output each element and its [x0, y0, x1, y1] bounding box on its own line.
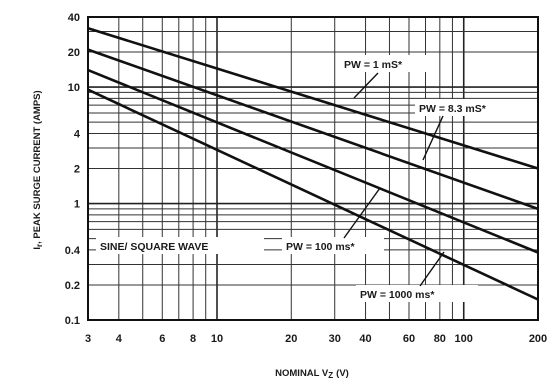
- x-tick-label: 10: [211, 333, 223, 345]
- x-tick-label: 200: [529, 333, 547, 345]
- series-label-100ms: PW = 100 ms*: [286, 241, 355, 253]
- x-axis-title-sub: Z: [328, 371, 333, 380]
- x-tick-label: 100: [455, 333, 473, 345]
- leader-1ms: [353, 72, 379, 99]
- x-axis-title: NOMINAL VZ (V): [275, 368, 349, 380]
- label-box-1000ms: [356, 285, 478, 302]
- x-tick-label: 60: [403, 333, 415, 345]
- series-label-1ms: PW = 1 mS*: [344, 59, 403, 71]
- x-axis-title-unit: (V): [336, 368, 349, 379]
- series-label-1000ms: PW = 1000 ms*: [360, 289, 435, 301]
- label-box-1ms: [340, 55, 432, 72]
- label-box-100ms: [282, 237, 384, 254]
- x-tick-label: 30: [329, 333, 341, 345]
- y-tick-label: 2: [74, 164, 80, 176]
- y-tick-label: 40: [68, 12, 80, 24]
- y-tick-label: 0.1: [65, 315, 80, 327]
- leader-1000ms: [419, 251, 445, 287]
- x-tick-label: 4: [116, 333, 123, 345]
- x-axis-title-main: NOMINAL V: [275, 368, 329, 379]
- y-axis-title-main: I: [32, 247, 43, 250]
- leader-100ms: [343, 187, 381, 239]
- y-tick-label: 10: [68, 82, 80, 94]
- y-tick-label: 20: [68, 47, 80, 59]
- series-label-8ms: PW = 8.3 mS*: [419, 103, 487, 115]
- sine-square-label: SINE/ SQUARE WAVE: [100, 241, 208, 253]
- series-line-1: [87, 48, 539, 211]
- y-tick-label: 0.4: [65, 245, 81, 257]
- label-box-8ms: [415, 99, 537, 116]
- label-box-sine: [96, 237, 264, 254]
- x-tick-label: 3: [85, 333, 91, 345]
- y-tick-label: 0.2: [65, 280, 80, 292]
- tick-labels: 3 4 6 8 10 20 30 40 60 80 100 200 0.1 0.2 0.4 1 2 4 10 20 40: [65, 12, 547, 345]
- x-tick-label: 8: [190, 333, 196, 345]
- y-axis-title-rest: , PEAK SURGE CURRENT (AMPS): [32, 90, 43, 244]
- y-axis-title: Ir, PEAK SURGE CURRENT (AMPS): [32, 90, 44, 249]
- x-tick-label: 20: [285, 333, 297, 345]
- y-axis-title-sub: r: [35, 244, 44, 247]
- curves: [87, 27, 539, 301]
- series-line-3: [87, 88, 539, 301]
- x-tick-label: 40: [359, 333, 371, 345]
- leader-8ms: [422, 115, 444, 161]
- series-line-2: [87, 68, 539, 254]
- y-tick-label: 4: [74, 128, 81, 140]
- x-tick-label: 6: [159, 333, 165, 345]
- x-tick-label: 80: [434, 333, 446, 345]
- y-tick-label: 1: [74, 199, 80, 211]
- series-line-0: [87, 27, 539, 170]
